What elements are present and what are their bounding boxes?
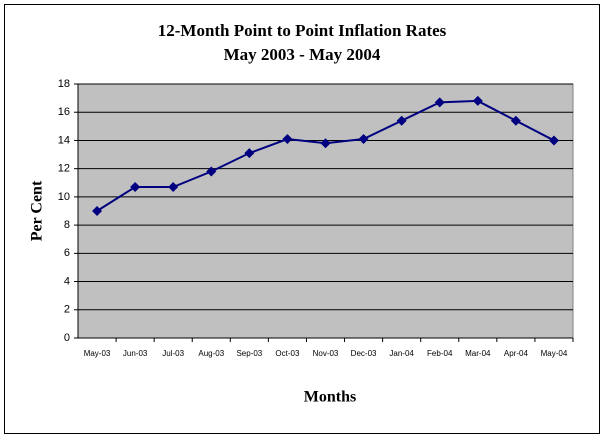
data-point (510, 115, 521, 126)
x-tick-label: May-03 (84, 349, 111, 358)
chart-title: 12-Month Point to Point Inflation Rates (158, 21, 447, 40)
x-tick-label: Apr-04 (504, 349, 529, 358)
y-tick-label: 10 (58, 191, 70, 203)
x-tick-label: Sep-03 (236, 349, 262, 358)
x-tick-label: Feb-04 (427, 349, 453, 358)
x-tick-label: Aug-03 (198, 349, 224, 358)
y-tick-label: 6 (64, 247, 70, 259)
x-tick-label: Nov-03 (313, 349, 339, 358)
plot-area (77, 83, 574, 339)
x-tick-label: Jul-03 (162, 349, 184, 358)
y-tick-label: 18 (58, 78, 70, 90)
y-tick-label: 12 (58, 163, 70, 175)
y-tick-label: 4 (64, 275, 70, 287)
chart-subtitle: May 2003 - May 2004 (224, 45, 381, 64)
data-point (282, 134, 293, 145)
data-point (92, 206, 103, 216)
data-point (472, 95, 483, 106)
y-tick-label: 0 (64, 332, 70, 344)
data-point (244, 148, 255, 159)
x-tick-label: May-04 (541, 349, 568, 358)
data-point (320, 138, 331, 149)
x-tick-label: Oct-03 (275, 349, 300, 358)
y-tick-label: 8 (64, 219, 70, 231)
data-point (358, 134, 369, 145)
x-tick-label: Mar-04 (465, 349, 491, 358)
x-axis-title: Months (304, 389, 356, 406)
y-tick-label: 2 (64, 304, 70, 316)
data-point (206, 166, 217, 177)
x-tick-label: Jan-04 (389, 349, 414, 358)
data-point (548, 135, 559, 146)
data-point (168, 182, 179, 193)
data-point (434, 97, 445, 108)
data-point (130, 182, 141, 193)
data-point (396, 115, 407, 126)
x-tick-label: Dec-03 (351, 349, 377, 358)
x-tick-label: Jun-03 (123, 349, 148, 358)
y-tick-label: 16 (58, 106, 70, 118)
y-tick-label: 14 (58, 134, 70, 146)
y-axis-title: Per Cent (29, 180, 46, 241)
